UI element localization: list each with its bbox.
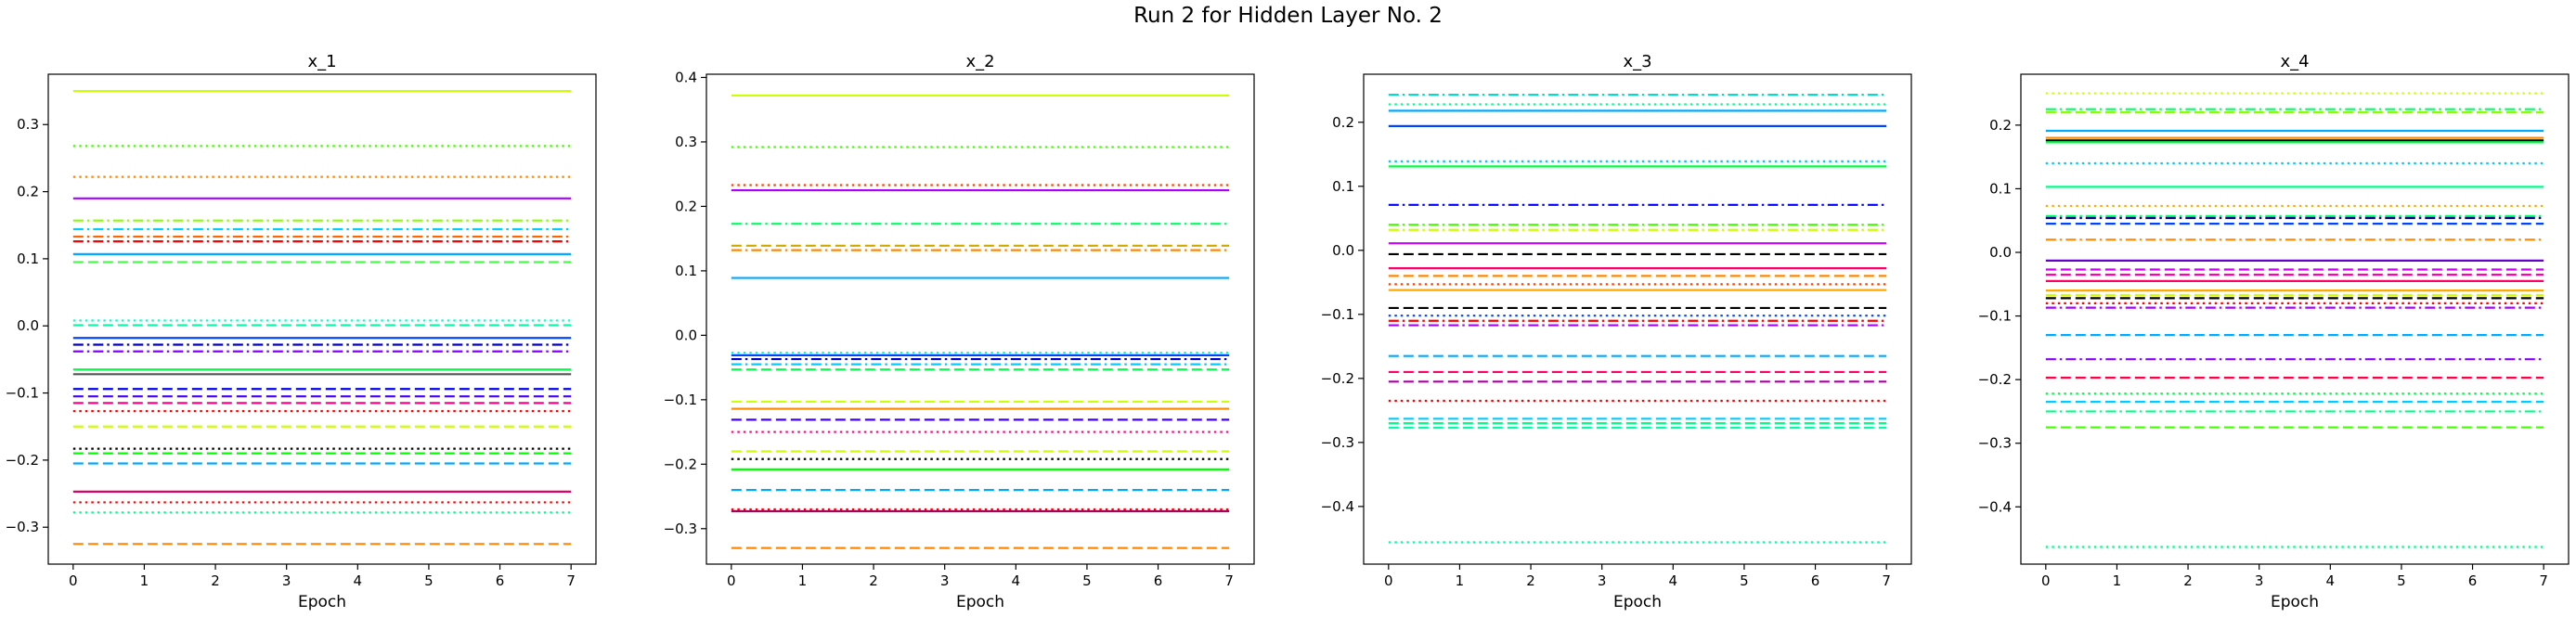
y-tick-label: −0.1 [1321,306,1354,323]
x-axis-label: Epoch [1613,593,1662,611]
y-tick-label: 0.3 [675,134,697,150]
subplot-title: x_3 [1623,52,1651,71]
x-tick-label: 6 [2468,572,2478,589]
x-tick-label: 3 [282,572,291,589]
x-tick-label: 1 [1456,572,1465,589]
y-tick-label: −0.2 [6,452,39,469]
y-tick-label: −0.2 [664,456,697,472]
axes-frame [47,73,597,565]
y-tick-label: 0.2 [17,184,39,200]
x-tick-label: 4 [1669,572,1678,589]
x-tick-label: 2 [869,572,878,589]
x-tick-label: 5 [1082,572,1092,589]
y-tick-label: 0.2 [1989,117,2012,134]
x-tick-label: 1 [798,572,808,589]
x-tick-label: 1 [2113,572,2122,589]
x-tick-label: 5 [424,572,434,589]
y-tick-label: 0.4 [675,69,697,85]
y-tick-label: 0.0 [675,327,697,343]
subplot-title: x_2 [965,52,994,71]
y-tick-label: 0.0 [17,317,39,334]
x-tick-label: 7 [2539,572,2548,589]
x-tick-label: 6 [496,572,505,589]
subplot-title: x_1 [307,52,336,71]
x-axis-label: Epoch [298,593,346,611]
x-tick-label: 5 [2397,572,2406,589]
x-tick-label: 2 [211,572,220,589]
x-tick-label: 7 [566,572,576,589]
x-axis-label: Epoch [956,593,1004,611]
y-tick-label: −0.3 [1321,434,1354,451]
y-tick-label: 0.1 [1332,178,1354,195]
x-tick-label: 7 [1882,572,1891,589]
y-tick-label: −0.3 [664,521,697,537]
x-axis-label: Epoch [2271,593,2319,611]
y-tick-label: −0.3 [6,519,39,535]
x-tick-label: 1 [140,572,149,589]
y-tick-label: 0.2 [1332,114,1354,131]
axes-frame [705,73,1255,565]
axes-frame [1363,73,1912,565]
y-tick-label: 0.2 [675,198,697,214]
subplot-4: x_4 0 1 2 3 4 5 6 7 0.2 0.1 0.0 −0.1 −0.2 −0.3 −0.4 Epoc… [1978,52,2570,611]
y-tick-label: 0.1 [675,263,697,279]
y-tick-label: −0.1 [664,392,697,408]
y-tick-label: 0.1 [1989,180,2012,197]
y-tick-label: 0.3 [17,116,39,133]
x-tick-label: 2 [2183,572,2193,589]
y-tick-label: 0.0 [1989,244,2012,261]
y-tick-label: 0.1 [17,251,39,267]
y-tick-label: −0.3 [1978,435,2012,452]
subplot-2: x_2 0 1 2 3 4 5 6 7 0.4 0.3 0.2 0.1 0.0 −0.1 −0.2 −0.3 Ep… [664,52,1255,611]
x-tick-label: 0 [1384,572,1393,589]
subplot-3: x_3 0 1 2 3 4 5 6 7 0.2 0.1 0.0 −0.1 −0.2 −0.3 −0.4 Epoc… [1321,52,1912,611]
x-tick-label: 3 [940,572,950,589]
x-tick-label: 6 [1154,572,1163,589]
x-tick-label: 4 [2326,572,2336,589]
x-tick-label: 0 [69,572,78,589]
figure-title: Run 2 for Hidden Layer No. 2 [1133,4,1443,28]
x-tick-label: 0 [727,572,736,589]
x-tick-label: 5 [1740,572,1749,589]
x-tick-label: 6 [1811,572,1820,589]
x-tick-label: 4 [354,572,363,589]
x-tick-label: 3 [1598,572,1607,589]
y-tick-label: −0.2 [1321,370,1354,387]
y-tick-label: −0.1 [1978,308,2012,325]
x-tick-label: 7 [1224,572,1234,589]
y-tick-label: −0.4 [1321,498,1354,515]
y-tick-label: −0.2 [1978,371,2012,388]
x-tick-label: 2 [1526,572,1535,589]
y-tick-label: 0.0 [1332,242,1354,259]
x-tick-label: 0 [2041,572,2051,589]
y-tick-label: −0.1 [6,385,39,402]
x-tick-label: 4 [1012,572,1021,589]
subplot-1: x_1 0 1 2 3 4 5 6 7 0.3 0.2 0.1 0.0 −0.1 −0.2 −0.3 Epoch [6,52,597,611]
subplot-title: x_4 [2280,52,2309,71]
axes-frame [2020,73,2570,565]
x-tick-label: 3 [2255,572,2264,589]
y-tick-label: −0.4 [1978,498,2012,515]
